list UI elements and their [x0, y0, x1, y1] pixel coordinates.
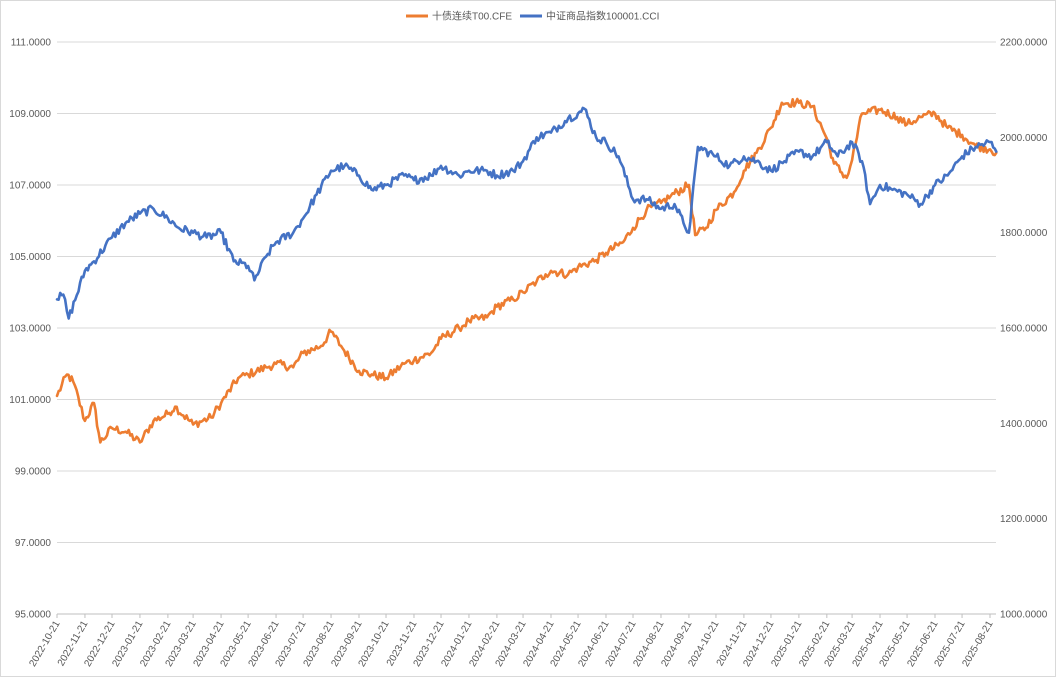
gridlines: [57, 41, 996, 615]
left-tick-label: 111.0000: [11, 38, 52, 49]
right-tick-label: 1600.0000: [1000, 324, 1048, 335]
right-tick-label: 2000.0000: [1000, 133, 1048, 144]
series-line-commodity-index: [55, 106, 998, 320]
left-tick-label: 99.0000: [15, 467, 52, 478]
right-tick-label: 2200.0000: [1000, 38, 1048, 49]
left-tick-label: 105.0000: [9, 252, 51, 263]
x-axis: 2022-10-212022-11-212022-12-212023-01-21…: [27, 613, 996, 669]
right-tick-label: 1800.0000: [1000, 228, 1048, 239]
left-tick-label: 109.0000: [9, 109, 51, 120]
right-axis-ticks: 1000.0000 1200.0000 1400.0000 1600.0000 1800…: [1000, 38, 1048, 621]
left-axis-ticks: 95.0000 97.0000 99.0000 101.0000 103.0000 105…: [9, 38, 51, 621]
series-lines: [55, 97, 998, 444]
legend-label: 十债连续T00.CFE: [432, 10, 512, 23]
right-tick-label: 1400.0000: [1000, 419, 1048, 430]
left-tick-label: 103.0000: [9, 324, 51, 335]
left-tick-label: 97.0000: [15, 538, 52, 549]
left-tick-label: 107.0000: [9, 181, 51, 192]
left-tick-label: 95.0000: [15, 610, 52, 621]
left-tick-label: 101.0000: [9, 395, 51, 406]
right-tick-label: 1200.0000: [1000, 514, 1048, 525]
right-tick-label: 1000.0000: [1000, 610, 1048, 621]
legend-label: 中证商品指数100001.CCI: [546, 10, 659, 23]
series-line-bond-futures: [55, 97, 998, 444]
legend: 十债连续T00.CFE 中证商品指数100001.CCI: [406, 10, 659, 23]
